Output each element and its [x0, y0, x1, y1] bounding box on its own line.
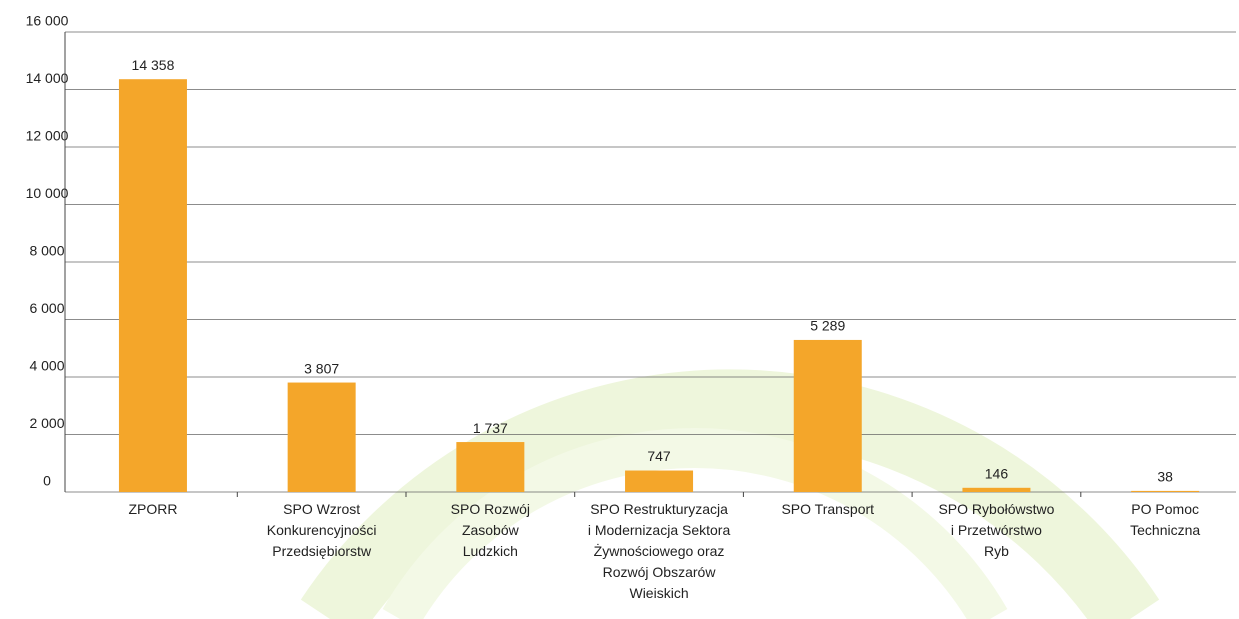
y-tick-label: 14 000: [26, 70, 69, 86]
y-tick-label: 16 000: [26, 13, 69, 29]
data-label: 3 807: [304, 360, 339, 376]
bar: [625, 470, 694, 492]
data-label: 747: [647, 448, 671, 464]
x-tick-label: SPO Restrukturyzacja i Modernizacja Sekto…: [588, 501, 731, 601]
x-tick-label: SPO Rybołówstwo i Przetwórstwo Ryb: [938, 501, 1054, 559]
bar: [1131, 490, 1200, 492]
background-decoration: [300, 369, 1160, 619]
data-label: 146: [985, 466, 1009, 482]
x-tick-label: PO Pomoc Techniczna: [1130, 501, 1200, 538]
data-label: 38: [1157, 469, 1173, 485]
x-tick-label: ZPORR: [128, 501, 177, 517]
x-tick-label: SPO Rozwój Zasobów Ludzkich: [451, 501, 530, 559]
bar: [793, 339, 862, 492]
y-tick-label: 8 000: [29, 243, 64, 259]
y-tick-label: 6 000: [29, 300, 64, 316]
y-tick-label: 12 000: [26, 128, 69, 144]
bar: [456, 442, 525, 492]
bar: [118, 79, 187, 493]
x-tick-label: SPO Wzrost Konkurencyjności Przedsiębiorst…: [267, 501, 377, 559]
y-tick-label: 2 000: [29, 415, 64, 431]
data-label: 5 289: [810, 318, 845, 334]
bar: [962, 487, 1031, 492]
bar: [287, 382, 356, 492]
y-tick-label: 10 000: [26, 185, 69, 201]
y-tick-label: 0: [43, 473, 51, 489]
data-label: 1 737: [473, 420, 508, 436]
x-tick-label: SPO Transport: [781, 501, 874, 517]
y-tick-label: 4 000: [29, 358, 64, 374]
data-label: 14 358: [132, 57, 175, 73]
